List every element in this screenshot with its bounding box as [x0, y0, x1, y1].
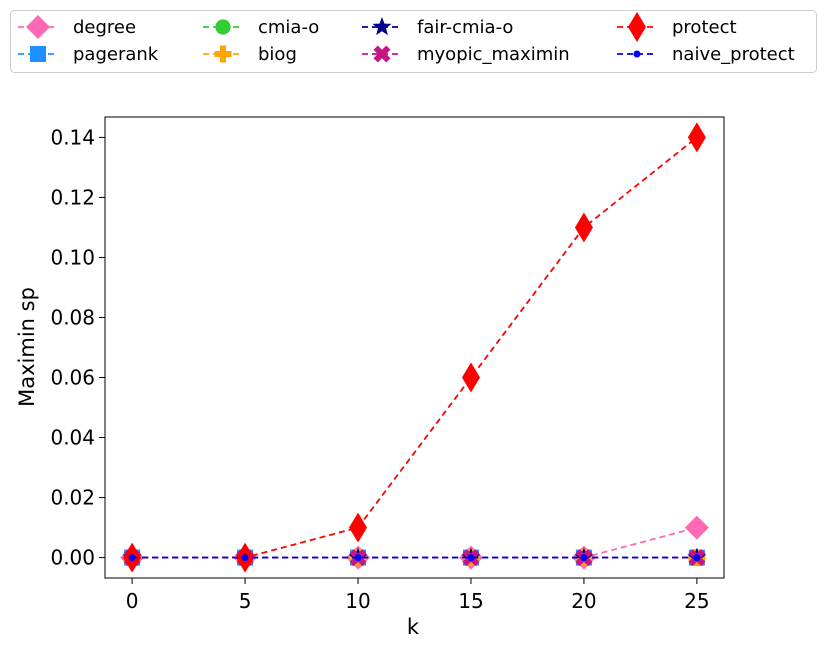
legend-marker — [372, 17, 392, 36]
series-line — [132, 136, 698, 559]
data-point — [580, 554, 588, 562]
legend-item-degree: degree — [18, 15, 136, 39]
legend-label: naive_protect — [672, 44, 795, 65]
data-point — [349, 512, 368, 543]
legend-label: pagerank — [73, 44, 159, 65]
y-tick-label: 0.00 — [50, 546, 95, 570]
y-tick-label: 0.10 — [50, 245, 95, 269]
data-point — [574, 212, 593, 243]
legend-marker — [30, 46, 46, 62]
legend-item-biog: biog — [203, 44, 297, 65]
x-axis-label: k — [407, 615, 420, 639]
legend-marker — [215, 19, 231, 35]
data-point — [684, 515, 709, 540]
plot-area: 0 5 10 15 20 25 0.00 0.02 0.04 0.06 0.08 0.10 0.12 0.… — [50, 116, 725, 613]
series-fair-cmia-o — [122, 547, 707, 566]
x-tick-label: 0 — [126, 589, 139, 613]
series-protect — [123, 122, 706, 573]
series-naive-protect — [128, 554, 701, 562]
x-tick-label: 10 — [345, 589, 370, 613]
data-point — [461, 362, 480, 393]
data-point — [467, 554, 475, 562]
data-point — [693, 554, 701, 562]
legend-item-cmia-o: cmia-o — [203, 17, 319, 38]
x-tick-label: 25 — [684, 589, 709, 613]
legend-item-protect: protect — [617, 12, 737, 42]
data-point — [354, 554, 362, 562]
legend-box — [10, 10, 817, 73]
y-tick-label: 0.04 — [50, 426, 95, 450]
legend-marker — [628, 12, 646, 42]
y-axis-label: Maximin sp — [15, 287, 39, 407]
y-tick-label: 0.02 — [50, 486, 95, 510]
legend-marker — [633, 50, 641, 58]
y-tick-label: 0.14 — [50, 125, 95, 149]
series-degree — [120, 515, 709, 570]
data-point — [128, 554, 136, 562]
y-tick-label: 0.08 — [50, 305, 95, 329]
legend-item-pagerank: pagerank — [18, 44, 159, 65]
legend-item-myopic-maximin: myopic_maximin — [362, 44, 570, 65]
legend-marker — [214, 45, 232, 63]
legend-item-fair-cmia-o: fair-cmia-o — [362, 17, 513, 38]
x-tick-label: 15 — [458, 589, 483, 613]
plot-frame — [104, 116, 725, 579]
legend-label: degree — [73, 17, 136, 38]
legend-label: protect — [672, 17, 737, 38]
series-line — [132, 526, 698, 559]
legend-label: cmia-o — [258, 17, 319, 38]
data-point — [241, 554, 249, 562]
legend-label: biog — [258, 44, 297, 65]
legend-marker — [373, 45, 391, 63]
legend-item-naive-protect: naive_protect — [617, 44, 795, 65]
x-tick-label: 5 — [239, 589, 252, 613]
y-tick-label: 0.06 — [50, 366, 95, 390]
legend-marker — [26, 15, 50, 39]
y-tick-label: 0.12 — [50, 185, 95, 209]
legend: degree pagerank cmia-o biog fair-cmia-o myopi… — [10, 10, 817, 73]
x-tick-label: 20 — [571, 589, 596, 613]
legend-label: myopic_maximin — [417, 44, 570, 65]
data-point — [687, 122, 706, 153]
legend-label: fair-cmia-o — [417, 17, 513, 38]
